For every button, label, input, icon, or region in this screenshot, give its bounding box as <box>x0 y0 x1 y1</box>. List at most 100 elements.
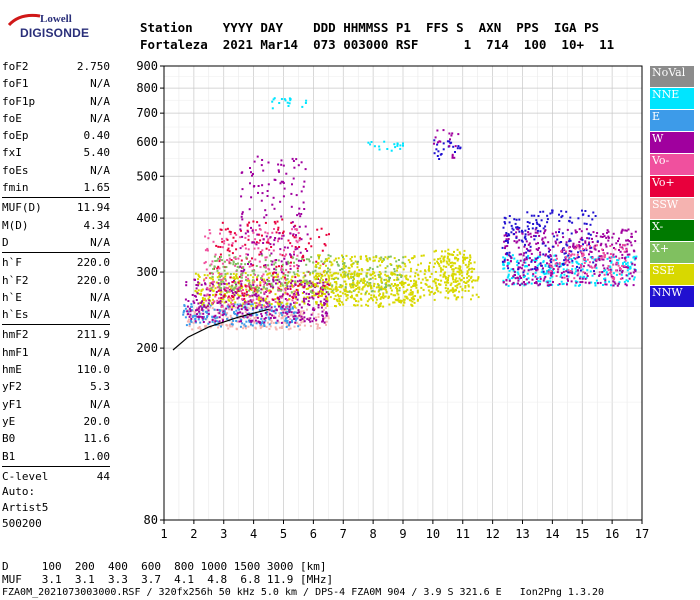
echo-point <box>288 271 291 274</box>
echo-point <box>288 311 291 314</box>
echo-point <box>326 312 329 315</box>
y-tick-label: 600 <box>136 135 158 149</box>
echo-point <box>342 266 345 268</box>
legend-item-w: W <box>650 132 694 154</box>
echo-point <box>578 246 581 249</box>
echo-point <box>439 153 442 156</box>
echo-point <box>578 247 581 250</box>
echo-point <box>286 310 289 313</box>
echo-point <box>503 216 506 219</box>
echo-point <box>356 261 359 264</box>
echo-point <box>293 325 296 328</box>
echo-point <box>373 290 376 293</box>
echo-point <box>369 274 372 277</box>
echo-point <box>206 274 209 277</box>
echo-point <box>563 252 566 255</box>
echo-point <box>246 274 249 277</box>
echo-point <box>567 279 569 282</box>
echo-point <box>355 285 358 287</box>
echo-point <box>242 267 244 270</box>
echo-point <box>454 279 457 281</box>
echo-point <box>296 214 299 217</box>
echo-point <box>585 260 587 263</box>
echo-point <box>231 252 234 255</box>
echo-point <box>607 268 610 271</box>
echo-point <box>393 257 396 260</box>
echo-point <box>508 215 511 217</box>
echo-point <box>255 298 258 301</box>
echo-point <box>538 225 541 227</box>
echo-point <box>234 306 237 309</box>
echo-point <box>312 307 315 310</box>
echo-point <box>387 255 390 258</box>
echo-point <box>255 292 258 295</box>
x-tick-label: 3 <box>220 527 227 541</box>
echo-point <box>221 240 224 243</box>
echo-point <box>289 288 292 290</box>
echo-point <box>277 278 280 281</box>
echo-point <box>224 289 227 292</box>
legend-item-ssw: SSW <box>650 198 694 220</box>
echo-point <box>517 268 520 271</box>
echo-point <box>360 255 362 258</box>
echo-point <box>241 235 244 238</box>
echo-point <box>506 234 509 237</box>
echo-point <box>450 253 453 256</box>
echo-point <box>602 258 605 261</box>
echo-point <box>507 241 509 244</box>
echo-point <box>209 264 212 267</box>
echo-point <box>530 252 533 255</box>
echo-point <box>507 238 510 240</box>
echo-point <box>535 258 538 260</box>
echo-point <box>270 320 273 323</box>
echo-point <box>286 274 289 277</box>
echo-point <box>235 284 238 287</box>
echo-point <box>462 277 465 280</box>
echo-point <box>440 270 442 273</box>
echo-point <box>596 244 598 247</box>
echo-point <box>277 321 280 324</box>
echo-point <box>270 246 273 248</box>
echo-point <box>588 243 590 246</box>
echo-point <box>343 288 346 291</box>
echo-point <box>382 297 385 300</box>
echo-point <box>217 297 220 300</box>
echo-point <box>345 283 348 286</box>
echo-point <box>395 278 398 281</box>
echo-point <box>250 320 253 323</box>
echo-point <box>402 256 405 259</box>
echo-point <box>197 307 200 310</box>
echo-point <box>517 273 520 276</box>
echo-point <box>189 313 192 316</box>
echo-point <box>280 163 283 166</box>
echo-point <box>360 279 363 282</box>
echo-point <box>540 271 543 274</box>
echo-point <box>256 221 259 224</box>
echo-point <box>379 303 382 306</box>
echo-point <box>216 286 219 289</box>
echo-point <box>504 247 506 250</box>
echo-point <box>391 273 394 276</box>
echo-point <box>357 286 359 289</box>
echo-point <box>321 310 324 313</box>
echo-point <box>300 238 303 241</box>
echo-point <box>560 274 563 277</box>
echo-point <box>605 236 608 239</box>
echo-point <box>288 322 291 325</box>
echo-point <box>539 210 542 213</box>
echo-point <box>577 251 579 254</box>
echo-point <box>555 254 558 257</box>
echo-point <box>358 286 361 289</box>
echo-point <box>535 226 538 229</box>
echo-point <box>253 269 256 272</box>
echo-point <box>272 310 275 313</box>
echo-point <box>389 263 392 265</box>
echo-point <box>400 284 403 287</box>
echo-point <box>467 285 470 288</box>
echo-point <box>250 286 253 289</box>
echo-point <box>252 279 255 282</box>
echo-point <box>396 274 399 276</box>
echo-point <box>284 319 287 322</box>
echo-point <box>282 182 285 184</box>
echo-point <box>314 316 317 319</box>
